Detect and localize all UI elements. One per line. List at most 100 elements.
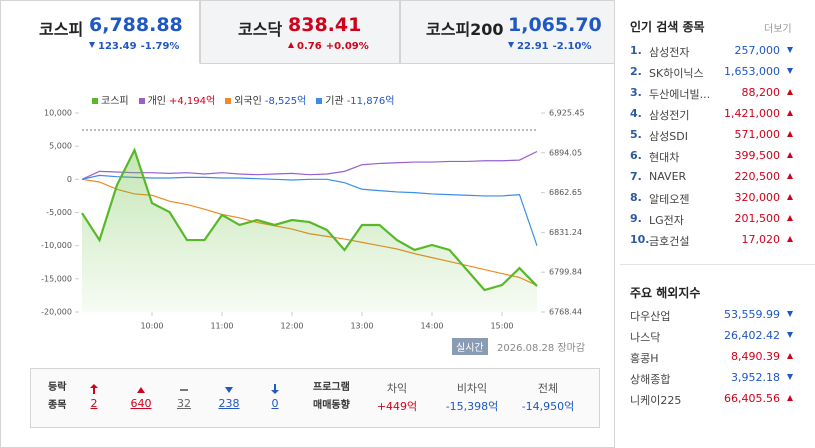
program-value: +449억 (376, 400, 418, 413)
more-link[interactable]: 더보기 (764, 24, 792, 35)
index-row[interactable]: 상해종합 3,952.18 (620, 368, 810, 388)
index-value: 26,402.42 (724, 329, 780, 342)
icon (137, 387, 145, 393)
change-pct: +0.09% (325, 41, 369, 52)
arrow-wrap (787, 329, 796, 342)
stock-row[interactable]: 1. 삼성전자 257,000 (620, 41, 810, 61)
icon (225, 387, 233, 393)
direction-icon (787, 311, 793, 317)
index-change: 0.76 +0.09% (288, 41, 369, 52)
stock-price: 320,000 (734, 191, 781, 204)
rank: 6. (630, 149, 642, 162)
program-value: -15,398억 (445, 400, 499, 413)
icon (90, 384, 98, 394)
legend-swatch (92, 98, 98, 104)
market-stats: 등락 종목 2 640 32 238 0 프로그램 매매동향 차익 +449억 비차익 -15,398억… (30, 368, 600, 428)
index-name: 홍콩H (630, 352, 659, 365)
arrow-wrap (787, 170, 796, 183)
index-row[interactable]: 니케이225 66,405.56 (620, 389, 810, 409)
line (81, 147, 538, 292)
index-change: 22.91 -2.10% (508, 41, 591, 52)
stock-price: 201,500 (734, 212, 781, 225)
stock-name: 현대차 (649, 151, 680, 164)
stock-price: 571,000 (734, 128, 781, 141)
legend-name: 개인 (147, 96, 167, 107)
direction-icon (787, 353, 793, 359)
stock-row[interactable]: 9. LG전자 201,500 (620, 209, 810, 229)
rank: 8. (630, 191, 642, 204)
rank: 4. (630, 107, 642, 120)
icon (180, 389, 188, 391)
y-tick-label: 0 (67, 175, 72, 184)
popular-title: 인기 검색 종목 (630, 20, 705, 34)
index-value: 6,788.88 (89, 14, 183, 36)
stats-label: 종목 (48, 400, 67, 411)
count-value[interactable]: 238 (218, 397, 240, 410)
index-row[interactable]: 나스닥 26,402.42 (620, 326, 810, 346)
arrow-wrap (787, 149, 796, 162)
index-tab[interactable]: 코스피 6,788.88 123.49 -1.79% (0, 0, 200, 64)
count-icon (90, 379, 98, 398)
stock-row[interactable]: 8. 알테오젠 320,000 (620, 188, 810, 208)
change-amount: 123.49 (98, 41, 137, 52)
stock-row[interactable]: 7. NAVER 220,500 (620, 167, 810, 187)
stock-row[interactable]: 10. 금호건설 17,020 (620, 230, 810, 250)
count-value[interactable]: 32 (177, 397, 191, 410)
legend-value: -8,525억 (264, 96, 307, 107)
stock-row[interactable]: 5. 삼성SDI 571,000 (620, 125, 810, 145)
stats-label: 매매동향 (313, 400, 350, 411)
index-name: 코스피200 (426, 20, 504, 39)
index-change: 123.49 -1.79% (89, 41, 179, 52)
x-tick-label: 15:00 (490, 322, 513, 331)
index-row[interactable]: 다우산업 53,559.99 (620, 305, 810, 325)
rank: 9. (630, 212, 642, 225)
stock-row[interactable]: 6. 현대차 399,500 (620, 146, 810, 166)
rank: 2. (630, 65, 642, 78)
direction-icon (787, 332, 793, 338)
x-tick-label: 13:00 (350, 322, 373, 331)
count-icon (225, 379, 233, 398)
index-row[interactable]: 홍콩H 8,490.39 (620, 347, 810, 367)
x-tick-label: 11:00 (210, 322, 233, 331)
arrow-wrap (787, 128, 796, 141)
index-tab[interactable]: 코스닥 838.41 0.76 +0.09% (200, 0, 400, 64)
program-name: 전체 (537, 382, 559, 395)
stock-row[interactable]: 2. SK하이닉스 1,653,000 (620, 62, 810, 82)
direction-icon (787, 395, 793, 401)
count-value[interactable]: 2 (90, 397, 98, 410)
arrow-wrap (787, 212, 796, 225)
rank: 10. (630, 233, 650, 246)
stock-price: 399,500 (734, 149, 781, 162)
icon (271, 384, 279, 394)
index-name: 니케이225 (630, 394, 682, 407)
stock-name: 삼성SDI (649, 130, 688, 143)
arrow-wrap (787, 107, 796, 120)
direction-icon (508, 42, 514, 48)
x-tick-label: 14:00 (420, 322, 443, 331)
stock-price: 17,020 (741, 233, 781, 246)
stock-row[interactable]: 4. 삼성전기 1,421,000 (620, 104, 810, 124)
stock-price: 220,500 (734, 170, 781, 183)
count-value[interactable]: 640 (130, 397, 152, 410)
legend-name: 코스피 (101, 96, 129, 107)
index-name: 코스닥 (238, 20, 283, 39)
stock-price: 257,000 (734, 44, 781, 57)
direction-icon (89, 42, 95, 48)
stock-price: 1,653,000 (724, 65, 780, 78)
index-tab[interactable]: 코스피200 1,065.70 22.91 -2.10% (400, 0, 615, 64)
legend-name: 외국인 (234, 96, 262, 107)
legend-swatch (225, 98, 232, 104)
y-tick-label: -15,000 (41, 274, 72, 283)
arrow-wrap (787, 371, 796, 384)
stock-row[interactable]: 3. 두산에너빌... 88,200 (620, 83, 810, 103)
divider (620, 264, 815, 265)
y2-tick-label: 6894.05 (549, 148, 582, 157)
y-tick-label: 5,000 (49, 142, 72, 151)
stock-price: 88,200 (741, 86, 781, 99)
program-name: 비차익 (456, 382, 488, 395)
direction-icon (787, 236, 793, 242)
area (82, 150, 537, 312)
direction-icon (787, 374, 793, 380)
stock-name: NAVER (649, 170, 687, 183)
count-value[interactable]: 0 (271, 397, 279, 410)
